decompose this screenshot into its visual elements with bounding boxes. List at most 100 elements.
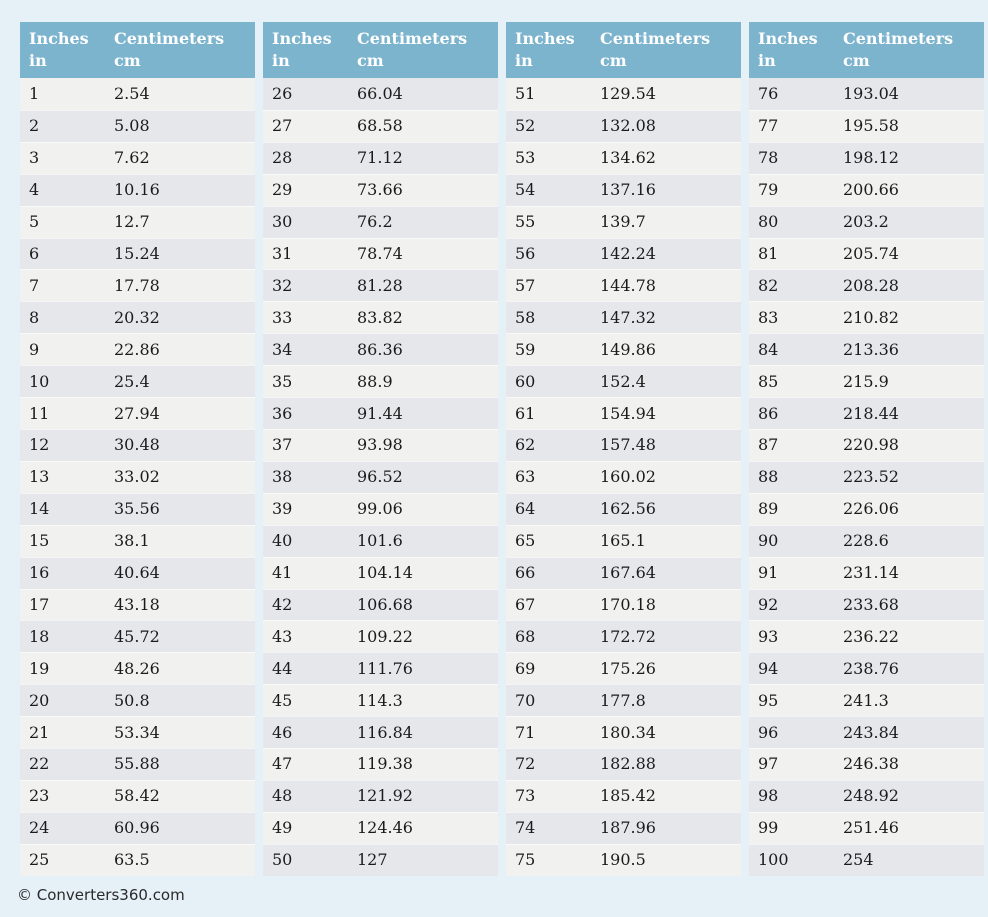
- centimeters-value: 78.74: [357, 243, 403, 263]
- centimeters-value: 88.9: [357, 371, 393, 391]
- centimeters-value: 154.94: [600, 403, 656, 423]
- table-header: Inches in Centimeters cm: [263, 22, 498, 78]
- centimeters-value: 17.78: [114, 275, 160, 295]
- inches-value: 67: [515, 594, 536, 614]
- table-row: 24 60.96: [20, 811, 255, 844]
- table-row: 59 149.86: [506, 333, 741, 366]
- inches-value: 72: [515, 754, 536, 774]
- conversion-table-1-25: Inches in Centimeters cm 1 2.54 2 5.08 3 7.62…: [20, 22, 255, 876]
- table-row: 5 12.7: [20, 205, 255, 238]
- centimeters-value: 81.28: [357, 275, 403, 295]
- table-row: 68 172.72: [506, 620, 741, 653]
- table-row: 20 50.8: [20, 684, 255, 717]
- table-row: 31 78.74: [263, 237, 498, 270]
- table-header: Inches in Centimeters cm: [506, 22, 741, 78]
- table-row: 98 248.92: [749, 779, 984, 812]
- centimeters-value: 129.54: [600, 84, 656, 104]
- inches-value: 50: [272, 850, 293, 870]
- header-inches-label: Inches: [29, 29, 89, 48]
- inches-value: 66: [515, 563, 536, 583]
- centimeters-value: 96.52: [357, 467, 403, 487]
- inches-value: 94: [758, 658, 779, 678]
- inches-value: 48: [272, 786, 293, 806]
- table-body: 26 66.04 27 68.58 28 71.12 29 73.66 30 76.2 31 78.7…: [263, 78, 498, 876]
- table-row: 86 218.44: [749, 397, 984, 429]
- table-row: 39 99.06: [263, 492, 498, 525]
- centimeters-value: 116.84: [357, 722, 413, 742]
- table-row: 30 76.2: [263, 205, 498, 238]
- inches-value: 56: [515, 243, 536, 263]
- centimeters-value: 218.44: [843, 403, 899, 423]
- inches-value: 42: [272, 594, 293, 614]
- centimeters-value: 27.94: [114, 403, 160, 423]
- centimeters-value: 243.84: [843, 722, 899, 742]
- table-row: 70 177.8: [506, 684, 741, 717]
- table-row: 75 190.5: [506, 843, 741, 876]
- inches-value: 73: [515, 786, 536, 806]
- table-row: 60 152.4: [506, 365, 741, 398]
- inches-value: 33: [272, 307, 293, 327]
- centimeters-value: 139.7: [600, 212, 646, 232]
- centimeters-value: 254: [843, 850, 874, 870]
- inches-value: 38: [272, 467, 293, 487]
- centimeters-value: 48.26: [114, 658, 160, 678]
- inches-value: 77: [758, 116, 779, 136]
- centimeters-value: 208.28: [843, 275, 899, 295]
- centimeters-value: 86.36: [357, 339, 403, 359]
- header-centimeters-label: Centimeters: [600, 29, 711, 48]
- centimeters-value: 134.62: [600, 148, 656, 168]
- table-row: 56 142.24: [506, 237, 741, 270]
- table-row: 51 129.54: [506, 78, 741, 110]
- inches-value: 57: [515, 275, 536, 295]
- table-row: 76 193.04: [749, 78, 984, 110]
- centimeters-value: 246.38: [843, 754, 899, 774]
- centimeters-value: 45.72: [114, 626, 160, 646]
- inches-value: 22: [29, 754, 50, 774]
- centimeters-value: 12.7: [114, 212, 150, 232]
- inches-value: 17: [29, 594, 50, 614]
- centimeters-value: 228.6: [843, 531, 889, 551]
- inches-value: 11: [29, 403, 50, 423]
- inches-value: 47: [272, 754, 293, 774]
- inches-value: 5: [29, 212, 40, 232]
- centimeters-value: 149.86: [600, 339, 656, 359]
- inches-value: 36: [272, 403, 293, 423]
- centimeters-value: 35.56: [114, 499, 160, 519]
- table-header: Inches in Centimeters cm: [20, 22, 255, 78]
- centimeters-value: 58.42: [114, 786, 160, 806]
- table-row: 27 68.58: [263, 109, 498, 142]
- header-centimeters-column: Centimeters cm: [113, 28, 255, 78]
- table-row: 97 246.38: [749, 748, 984, 780]
- inches-value: 12: [29, 435, 50, 455]
- inches-value: 76: [758, 84, 779, 104]
- table-row: 78 198.12: [749, 141, 984, 174]
- table-row: 40 101.6: [263, 524, 498, 557]
- header-inches-unit: in: [758, 51, 776, 70]
- inches-value: 45: [272, 690, 293, 710]
- inches-value: 41: [272, 563, 293, 583]
- inches-value: 35: [272, 371, 293, 391]
- inches-value: 14: [29, 499, 50, 519]
- inches-value: 97: [758, 754, 779, 774]
- table-header: Inches in Centimeters cm: [749, 22, 984, 78]
- inches-value: 3: [29, 148, 40, 168]
- centimeters-value: 7.62: [114, 148, 150, 168]
- centimeters-value: 198.12: [843, 148, 899, 168]
- table-row: 88 223.52: [749, 460, 984, 493]
- centimeters-value: 137.16: [600, 180, 656, 200]
- inches-value: 19: [29, 658, 50, 678]
- inches-value: 40: [272, 531, 293, 551]
- centimeters-value: 180.34: [600, 722, 656, 742]
- table-row: 62 157.48: [506, 428, 741, 461]
- inches-value: 69: [515, 658, 536, 678]
- table-row: 80 203.2: [749, 205, 984, 238]
- inches-value: 80: [758, 212, 779, 232]
- table-row: 23 58.42: [20, 779, 255, 812]
- table-row: 57 144.78: [506, 269, 741, 302]
- inches-value: 49: [272, 818, 293, 838]
- inches-value: 23: [29, 786, 50, 806]
- table-row: 77 195.58: [749, 109, 984, 142]
- header-centimeters-unit: cm: [357, 51, 384, 70]
- centimeters-value: 220.98: [843, 435, 899, 455]
- header-inches-unit: in: [515, 51, 533, 70]
